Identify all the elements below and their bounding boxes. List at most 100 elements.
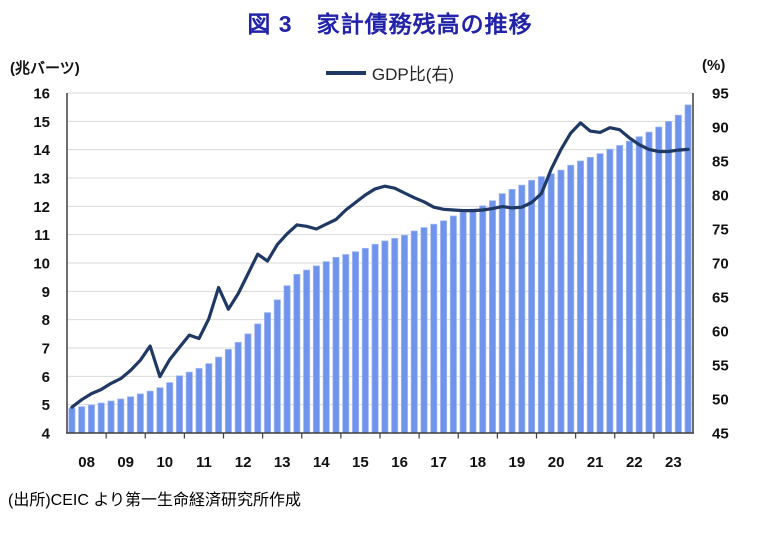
bar-household-debt — [381, 240, 389, 434]
bar-household-debt — [616, 145, 624, 434]
bar-household-debt — [332, 256, 340, 434]
bar-household-debt — [665, 120, 673, 434]
bar-household-debt — [136, 393, 144, 434]
bar-household-debt — [283, 285, 291, 434]
bar-household-debt — [674, 114, 682, 434]
bar-household-debt — [625, 140, 633, 434]
bar-household-debt — [205, 363, 213, 434]
bar-household-debt — [303, 269, 311, 434]
bar-household-debt — [166, 382, 174, 434]
right-axis-unit: (%) — [702, 57, 726, 74]
bar-household-debt — [420, 227, 428, 434]
bar-household-debt — [391, 238, 399, 434]
bar-household-debt — [371, 243, 379, 434]
x-year-label: 21 — [587, 454, 604, 471]
bar-household-debt — [567, 164, 575, 434]
y-right-tick-label: 75 — [712, 222, 729, 239]
bar-household-debt — [234, 341, 242, 434]
x-year-label: 22 — [626, 454, 643, 471]
bar-household-debt — [264, 312, 272, 434]
bar-household-debt — [508, 188, 516, 434]
bar-household-debt — [78, 406, 86, 434]
bar-household-debt — [87, 404, 95, 434]
x-year-label: 08 — [78, 454, 95, 471]
y-left-tick-label: 13 — [33, 171, 50, 188]
x-year-label: 12 — [235, 454, 252, 471]
gdp-ratio-line — [70, 121, 690, 409]
x-year-label: 23 — [665, 454, 682, 471]
y-right-tick-label: 55 — [712, 358, 729, 375]
y-left-tick-label: 11 — [34, 227, 50, 244]
y-left-tick-label: 4 — [42, 426, 51, 443]
x-year-label: 19 — [509, 454, 526, 471]
legend: GDP比(右) — [0, 60, 780, 85]
x-year-label: 10 — [156, 454, 173, 471]
bar-household-debt — [606, 148, 614, 434]
bar-household-debt — [498, 193, 506, 434]
y-right-tick-label: 60 — [712, 324, 729, 341]
bar-household-debt — [254, 323, 262, 434]
legend-line-swatch — [325, 70, 366, 75]
bar-household-debt — [312, 265, 320, 434]
bar-household-debt — [635, 136, 643, 434]
source-note: (出所)CEIC より第一生命経済研究所作成 — [8, 492, 302, 509]
y-right-tick-label: 65 — [712, 290, 729, 307]
bar-household-debt — [244, 333, 252, 434]
y-left-tick-label: 10 — [33, 256, 50, 273]
y-left-tick-label: 15 — [33, 114, 50, 131]
bar-household-debt — [322, 261, 330, 434]
legend-label: GDP比(右) — [371, 65, 455, 84]
y-right-tick-label: 85 — [712, 154, 729, 171]
bar-household-debt — [586, 156, 594, 434]
bar-household-debt — [547, 173, 555, 434]
bar-household-debt — [684, 104, 692, 434]
bar-household-debt — [489, 200, 496, 434]
bar-household-debt — [107, 400, 115, 434]
left-axis-unit: (兆バーツ) — [10, 60, 80, 77]
bar-household-debt — [410, 230, 418, 434]
bar-household-debt — [440, 220, 448, 434]
y-left-tick-label: 14 — [33, 142, 50, 159]
x-year-label: 18 — [469, 454, 486, 471]
y-right-tick-label: 45 — [712, 426, 729, 443]
bar-household-debt — [215, 356, 223, 434]
bar-household-debt — [596, 153, 604, 434]
x-year-label: 14 — [313, 454, 330, 471]
x-year-label: 13 — [274, 454, 291, 471]
bar-household-debt — [577, 160, 585, 434]
bar-household-debt — [528, 179, 536, 434]
bar-household-debt — [224, 349, 232, 434]
y-right-tick-label: 95 — [712, 86, 729, 103]
bar-household-debt — [273, 299, 281, 434]
bar-household-debt — [655, 126, 663, 434]
bar-household-debt — [293, 273, 301, 434]
bar-household-debt — [361, 247, 369, 434]
bar-household-debt — [469, 208, 477, 434]
bar-household-debt — [156, 387, 164, 434]
bar-household-debt — [342, 254, 350, 434]
bar-household-debt — [185, 371, 193, 434]
bar-household-debt — [146, 390, 154, 434]
bar-household-debt — [557, 169, 565, 434]
y-right-tick-label: 80 — [712, 188, 729, 205]
y-right-tick-label: 70 — [712, 256, 729, 273]
bar-household-debt — [430, 223, 438, 434]
y-left-tick-label: 16 — [33, 86, 50, 103]
bar-household-debt — [127, 396, 135, 434]
y-right-tick-label: 90 — [712, 120, 729, 137]
bar-household-debt — [97, 402, 105, 434]
y-left-tick-label: 8 — [42, 312, 50, 329]
bar-household-debt — [352, 251, 360, 434]
bar-household-debt — [400, 234, 408, 434]
bar-household-debt — [176, 375, 183, 434]
x-year-label: 17 — [430, 454, 447, 471]
bar-household-debt — [117, 398, 125, 434]
y-left-tick-label: 12 — [33, 199, 50, 216]
x-year-label: 11 — [196, 454, 212, 471]
bar-household-debt — [449, 215, 457, 434]
y-left-tick-label: 7 — [42, 341, 50, 358]
bar-household-debt — [479, 205, 487, 434]
y-left-tick-label: 5 — [42, 397, 50, 414]
